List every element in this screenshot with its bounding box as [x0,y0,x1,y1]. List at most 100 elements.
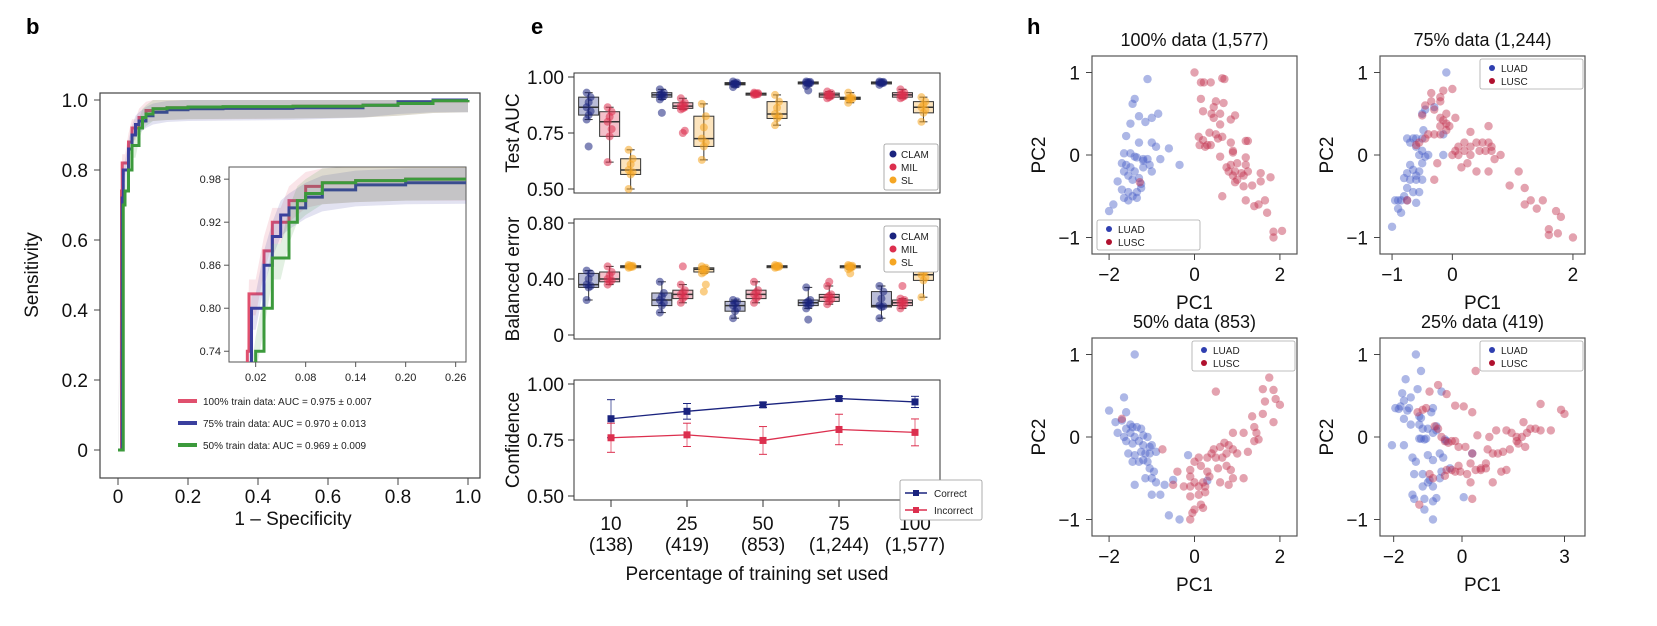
point-luad [1164,144,1174,153]
box-clam-75 [797,283,819,324]
point [750,277,759,286]
point-luad [1418,134,1427,143]
inset-band-2 [252,167,466,362]
box-clam-25 [651,85,673,117]
point-lusc [1254,200,1263,209]
point-luad [1423,478,1433,487]
point-lusc [1436,121,1445,131]
point-luad [1432,426,1441,435]
box-sl-10 [620,261,642,272]
point-luad [1117,159,1127,168]
point-lusc [1402,196,1412,205]
y-tick-label: 0 [1357,428,1368,449]
legend-label-mil: MIL [901,163,918,174]
point [628,154,637,163]
point-lusc [1488,478,1497,487]
point [771,90,780,99]
point [844,261,853,269]
y-tick-label: 0 [553,326,564,347]
point-luad [1399,173,1409,183]
point-luad [1420,494,1429,504]
y-tick-label: 0 [1069,428,1080,449]
point-lusc [1507,428,1516,438]
point-lusc [1247,181,1257,190]
point-lusc [1241,153,1250,162]
x-tick-sublabel: (1,577) [885,535,945,556]
box-sl-25 [693,99,715,164]
point-lusc [1203,467,1212,476]
point-luad [1132,153,1142,162]
point-luad [1393,196,1403,205]
point-luad [1175,515,1184,524]
point-lusc [1496,150,1505,160]
point-lusc [1512,432,1521,442]
plot-frame [99,92,481,479]
x-tick-label: 0 [1457,547,1468,568]
point [729,314,738,323]
point-luad [1130,350,1139,359]
point-lusc [1228,474,1238,483]
point-lusc [1473,431,1482,440]
point-luad [1416,366,1426,376]
point-lusc [1445,121,1454,131]
point [875,77,884,86]
box-clam-100 [870,77,892,89]
point-lusc [1476,464,1485,473]
point-lusc [1198,135,1208,145]
point [624,145,633,154]
point-luad [1399,414,1409,424]
point-luad [1396,196,1406,205]
point-lusc [1505,445,1515,454]
point-lusc [1553,229,1563,238]
point [917,117,926,126]
roc-line-2 [118,99,470,452]
point-lusc [1218,453,1227,462]
inset-band-1 [248,167,466,362]
point-lusc [1421,403,1431,413]
point-lusc [1478,138,1487,147]
point-lusc [1228,428,1238,438]
point [875,282,884,290]
point [896,85,905,94]
point-lusc [1468,494,1477,504]
box-mil-25 [672,94,694,137]
point-luad [1415,434,1424,443]
x-tick-label: 50 [752,514,773,535]
x-axis-label: Percentage of training set used [625,564,888,585]
box-clam-50 [724,296,746,323]
point-luad [1121,424,1131,433]
point-lusc [1213,134,1223,143]
x-tick-label: 2 [1275,547,1286,568]
point-luad [1406,393,1415,402]
point [846,269,855,278]
point-lusc [1450,467,1460,476]
point-lusc [1451,146,1460,156]
point-lusc [1205,472,1214,481]
point-lusc [1505,181,1514,190]
y-tick-label: −1 [1346,511,1368,532]
point [879,287,888,296]
point-lusc [1256,177,1265,186]
point-lusc [1200,488,1210,497]
point-lusc [1220,438,1229,447]
x-tick-label: 0.8 [385,487,411,508]
point-luad [1134,173,1144,183]
point-lusc [1269,385,1278,395]
point-luad [1437,387,1446,396]
x-tick-sublabel: (419) [665,535,709,556]
legend-label-lusc: LUSC [1501,77,1528,88]
point-lusc [1442,389,1451,399]
point-luad [1428,497,1438,506]
y-tick-label: −1 [1346,229,1368,250]
point-luad [1156,154,1165,164]
point-luad [1435,449,1444,458]
y-tick-label: 0.8 [62,161,88,182]
point-lusc [1247,412,1257,421]
point-lusc [1206,140,1215,150]
point-lusc [1427,97,1436,106]
point-lusc [1173,467,1182,476]
box-clam-10 [578,266,600,304]
point-luad [1117,185,1127,194]
point-luad [1139,163,1148,172]
point-lusc [1454,461,1463,471]
